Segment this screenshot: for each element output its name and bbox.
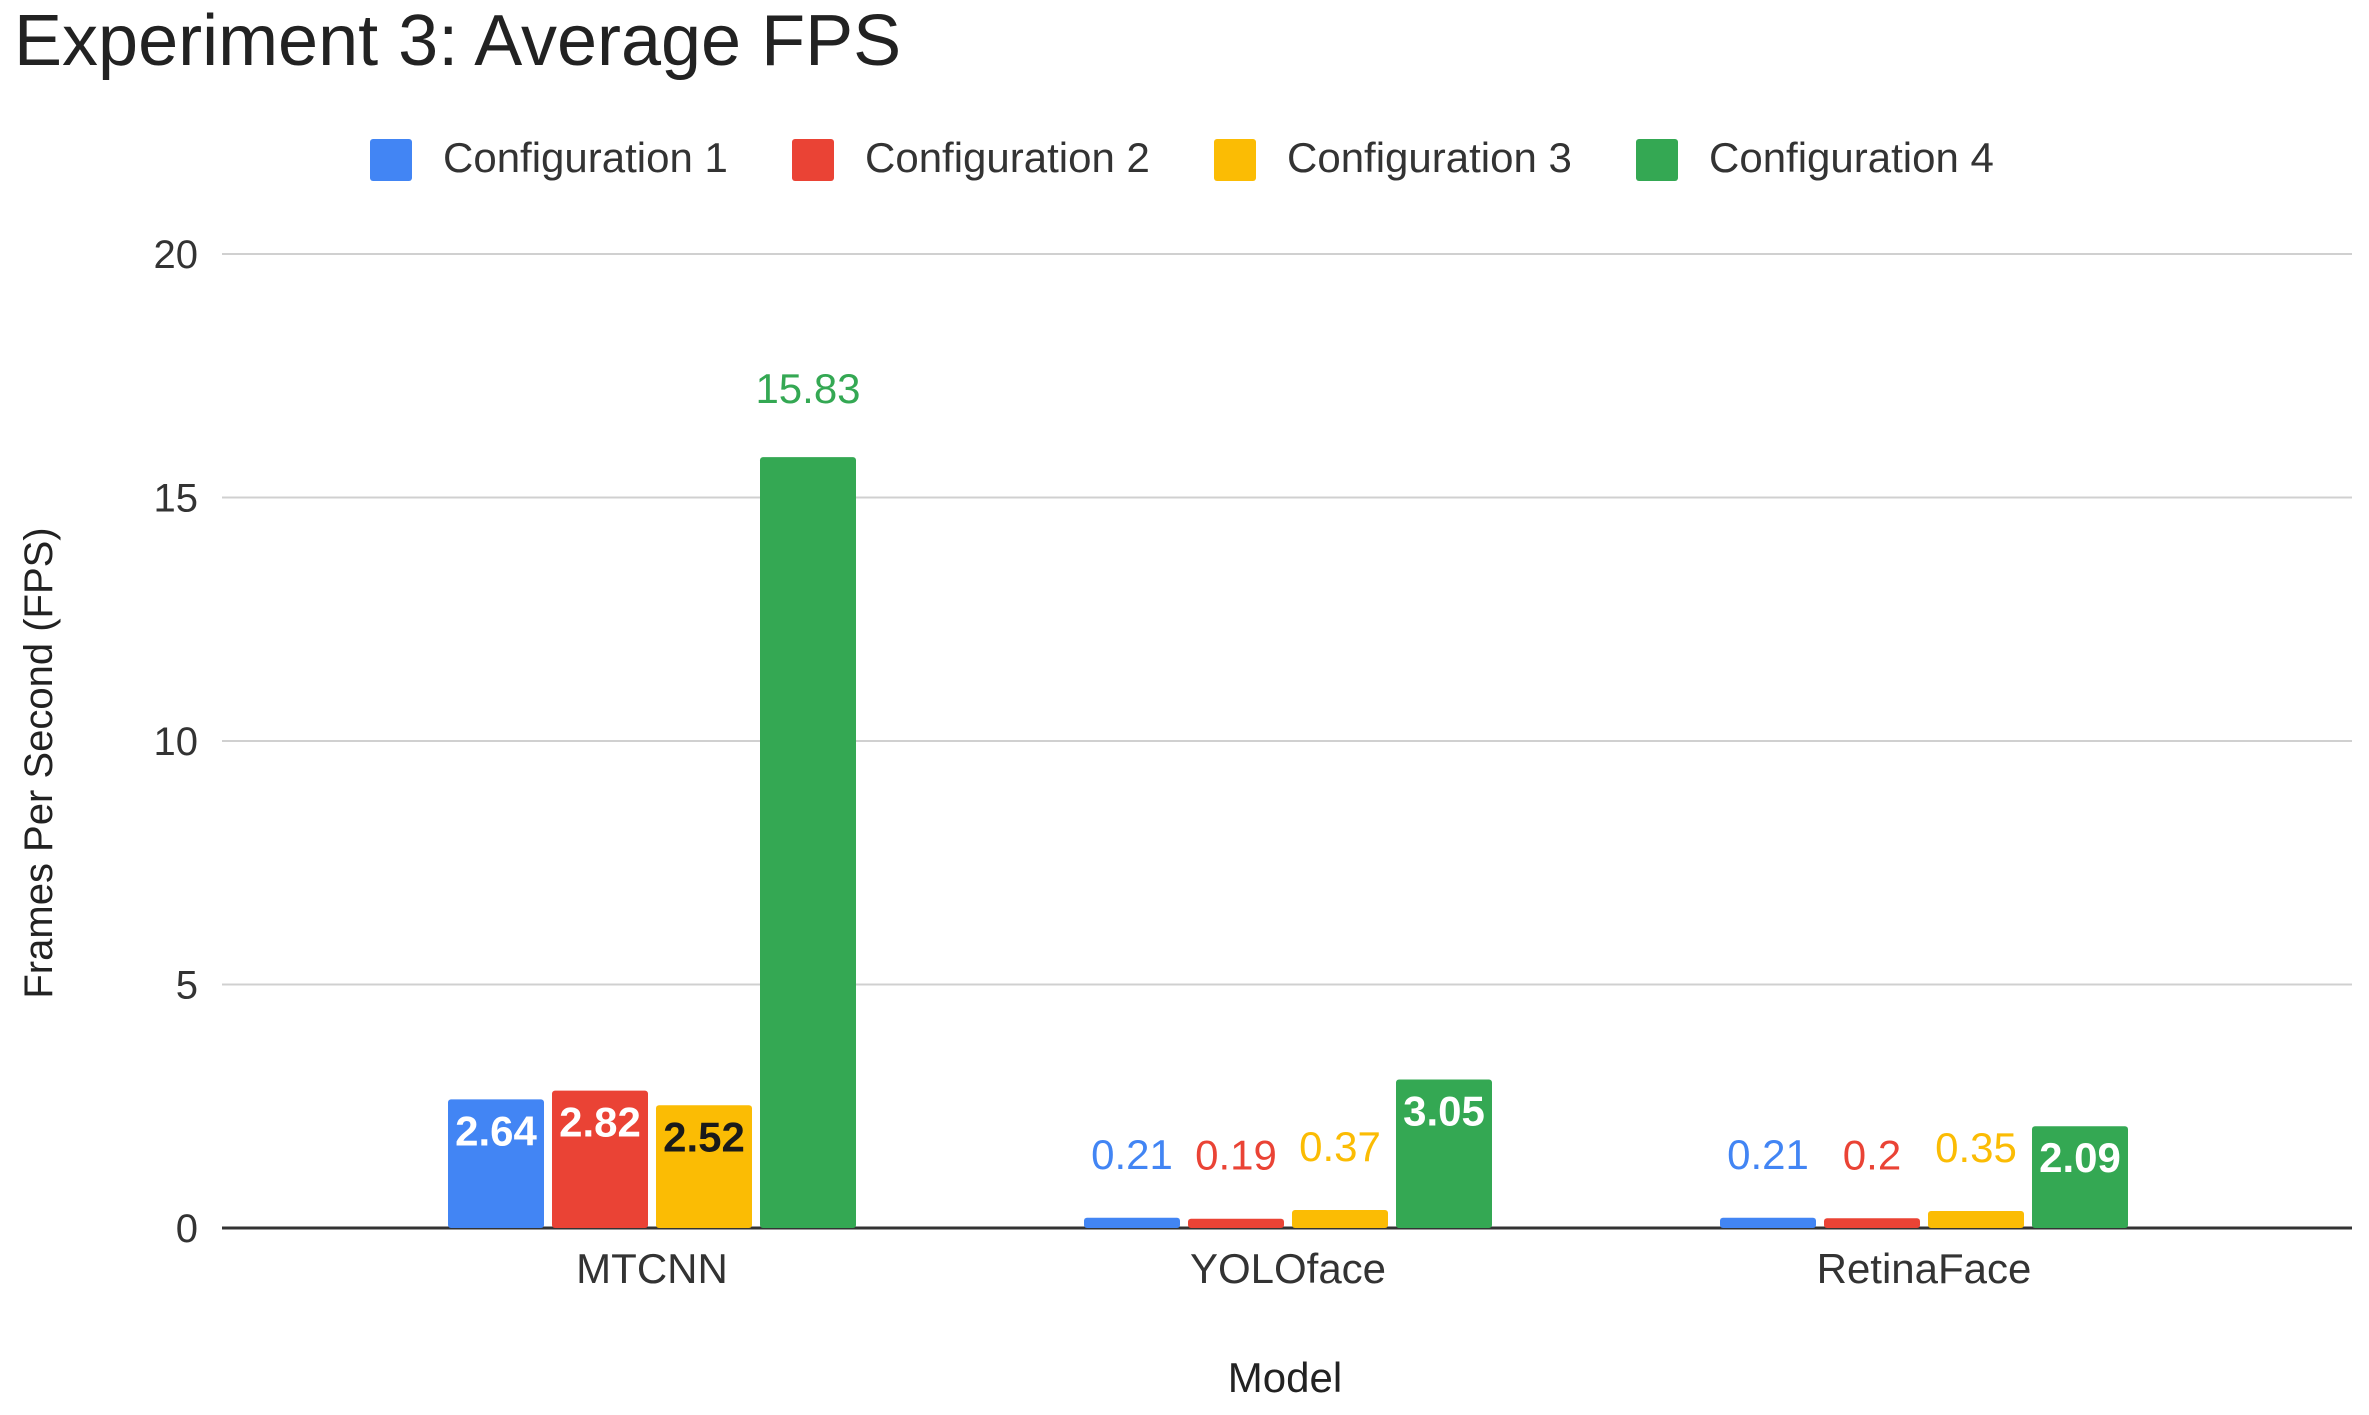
bar <box>656 1105 752 1228</box>
legend-swatch <box>792 139 834 181</box>
data-label: 0.19 <box>1195 1132 1277 1179</box>
bar <box>1720 1217 1816 1228</box>
bar <box>1084 1217 1180 1228</box>
legend-label: Configuration 3 <box>1287 134 1572 181</box>
bar <box>760 457 856 1229</box>
data-label: 0.35 <box>1935 1124 2017 1171</box>
chart-title: Experiment 3: Average FPS <box>14 1 901 81</box>
x-axis-ticks: MTCNN YOLOface RetinaFace <box>576 1245 2031 1292</box>
data-label: 2.82 <box>559 1099 641 1146</box>
data-label: 2.09 <box>2039 1134 2121 1181</box>
y-tick-label: 10 <box>154 720 199 764</box>
bar <box>1396 1079 1492 1228</box>
legend-swatch <box>370 139 412 181</box>
bar <box>1292 1209 1388 1228</box>
bar <box>1928 1210 2024 1228</box>
x-tick-label: MTCNN <box>576 1245 728 1292</box>
bar <box>1188 1218 1284 1228</box>
bar <box>2032 1126 2128 1228</box>
legend-label: Configuration 2 <box>865 134 1150 181</box>
y-tick-label: 0 <box>176 1207 198 1251</box>
x-axis-label: Model <box>1228 1354 1342 1401</box>
legend-swatch <box>1214 139 1256 181</box>
legend-label: Configuration 4 <box>1709 134 1994 181</box>
data-labels: 2.64 2.82 2.52 15.83 0.21 0.19 0.37 3.05 0.21 0.2… <box>455 365 2121 1181</box>
bars <box>448 457 2128 1229</box>
data-label: 0.37 <box>1299 1123 1381 1170</box>
y-tick-label: 5 <box>176 964 198 1008</box>
y-axis-label: Frames Per Second (FPS) <box>17 527 61 998</box>
data-label: 2.52 <box>663 1113 745 1160</box>
x-tick-label: YOLOface <box>1190 1245 1386 1292</box>
y-tick-label: 15 <box>154 477 199 521</box>
data-label: 3.05 <box>1403 1087 1485 1134</box>
bar <box>448 1099 544 1228</box>
x-tick-label: RetinaFace <box>1817 1245 2032 1292</box>
data-label: 15.83 <box>755 365 860 412</box>
legend-swatch <box>1636 139 1678 181</box>
legend-label: Configuration 1 <box>443 134 728 181</box>
data-label: 2.64 <box>455 1107 537 1154</box>
y-axis-ticks: 0 5 10 15 20 <box>154 233 199 1251</box>
data-label: 0.21 <box>1091 1131 1173 1178</box>
y-tick-label: 20 <box>154 233 199 277</box>
data-label: 0.21 <box>1727 1131 1809 1178</box>
bar <box>552 1090 648 1228</box>
legend: Configuration 1 Configuration 2 Configurat… <box>370 134 1994 181</box>
bar <box>1824 1218 1920 1228</box>
data-label: 0.2 <box>1843 1131 1901 1178</box>
